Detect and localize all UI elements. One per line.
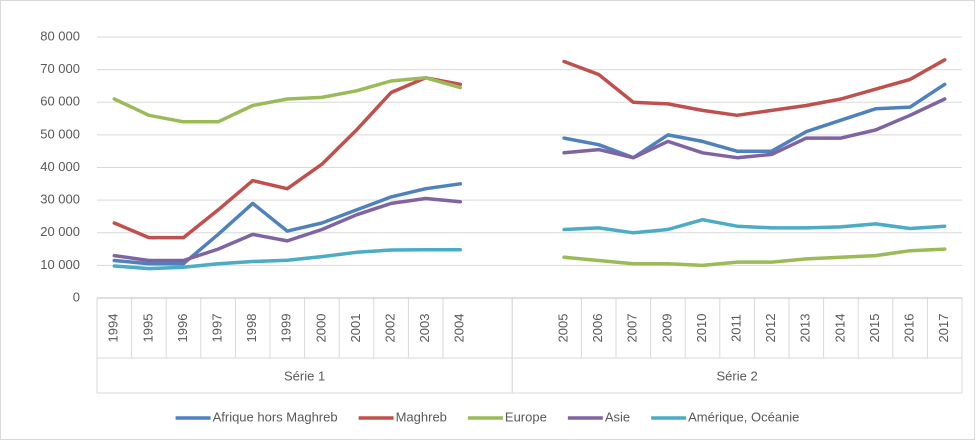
x-tick-label: 2011: [729, 314, 744, 342]
y-tick-label: 30 000: [40, 192, 80, 207]
x-tick-label: 1999: [279, 314, 294, 343]
y-tick-label: 60 000: [40, 94, 80, 109]
x-tick-label: 2017: [936, 314, 951, 343]
y-tick-label: 40 000: [40, 159, 80, 174]
x-tick-label: 2015: [867, 314, 882, 343]
x-tick-label: 1997: [210, 314, 225, 343]
series-line: [112, 217, 947, 271]
x-tick-label: 1994: [106, 314, 121, 343]
legend-label: Maghreb: [396, 409, 447, 424]
x-tick-label: 2006: [590, 314, 605, 343]
y-tick-label: 70 000: [40, 61, 80, 76]
x-tick-label: 2013: [798, 314, 813, 343]
legend-label: Europe: [505, 409, 547, 424]
legend-label: Amérique, Océanie: [688, 409, 799, 424]
y-tick-label: 80 000: [40, 28, 80, 43]
x-tick-label: 2010: [694, 314, 709, 343]
x-tick-label: 2004: [452, 314, 467, 343]
y-tick-label: 50 000: [40, 126, 80, 141]
series-line: [112, 97, 947, 263]
group-label: Série 2: [716, 368, 757, 383]
series-line: [112, 76, 947, 268]
x-tick-label: 2009: [659, 314, 674, 343]
x-tick-label: 1996: [175, 314, 190, 343]
y-tick-label: 10 000: [40, 257, 80, 272]
x-tick-label: 2005: [556, 314, 571, 343]
x-tick-label: 2007: [625, 314, 640, 343]
x-tick-label: 2002: [383, 314, 398, 343]
x-tick-label: 2001: [348, 314, 363, 343]
legend-label: Afrique hors Maghreb: [213, 409, 338, 424]
x-tick-label: 1998: [244, 314, 259, 343]
legend-label: Asie: [605, 409, 630, 424]
x-tick-label: 1995: [140, 314, 155, 343]
x-tick-label: 2000: [313, 314, 328, 343]
x-tick-label: 2012: [763, 314, 778, 343]
group-label: Série 1: [284, 368, 325, 383]
x-tick-label: 2014: [832, 314, 847, 343]
y-tick-label: 0: [73, 289, 80, 304]
x-tick-label: 2003: [417, 314, 432, 343]
series-line: [112, 58, 947, 240]
x-tick-label: 2016: [902, 314, 917, 343]
y-tick-label: 20 000: [40, 224, 80, 239]
